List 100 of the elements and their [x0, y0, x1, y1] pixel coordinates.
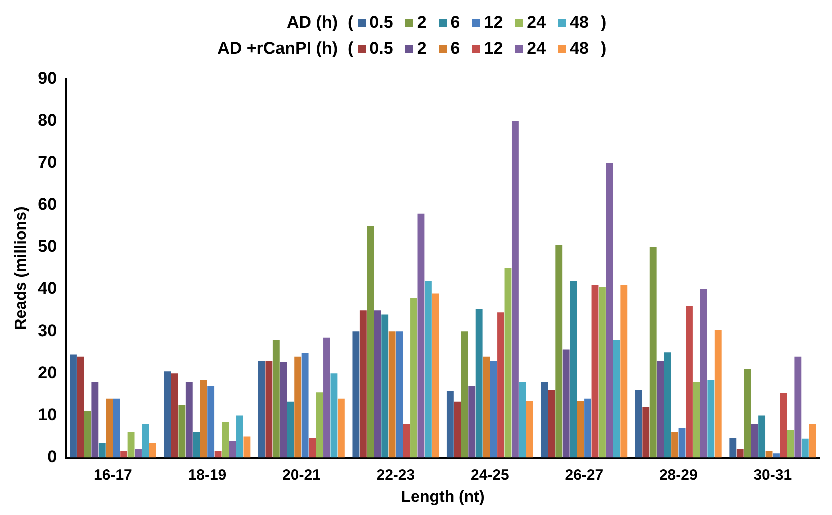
legend-label: 2 — [417, 13, 427, 33]
bar — [330, 374, 338, 458]
bar — [149, 443, 156, 458]
text: ( — [348, 13, 354, 33]
bar — [280, 362, 288, 458]
bar — [672, 432, 678, 458]
bar — [570, 281, 578, 458]
bar — [562, 350, 570, 458]
bar — [294, 356, 302, 458]
bar — [498, 312, 504, 458]
y-tick-label: 10 — [38, 405, 58, 424]
x-axis-title: Length (nt) — [401, 488, 485, 506]
legend-label: 12 — [484, 39, 504, 59]
bar — [664, 352, 672, 458]
bar — [577, 401, 584, 458]
x-tick-label: 30-31 — [754, 466, 792, 484]
bar — [787, 430, 794, 458]
bar — [388, 332, 396, 458]
bar — [708, 380, 715, 458]
bar — [592, 285, 599, 458]
bar — [541, 382, 548, 458]
y-axis-title: Reads (millions) — [13, 206, 30, 330]
bar — [693, 382, 700, 458]
bar — [809, 424, 816, 458]
legend-label: 48 — [570, 39, 590, 59]
bar — [382, 314, 389, 458]
legend-label: 6 — [450, 39, 460, 59]
legend-label: 24 — [527, 39, 546, 59]
bar — [236, 416, 244, 458]
bar — [635, 390, 642, 458]
bar — [128, 432, 135, 458]
bar — [446, 391, 454, 458]
bar — [657, 361, 664, 458]
bar — [374, 310, 382, 458]
legend-label: 0.5 — [370, 13, 394, 33]
bar — [512, 121, 519, 458]
x-tick-label: 20-21 — [282, 466, 321, 484]
bar — [744, 369, 752, 458]
bar — [338, 398, 345, 458]
bar — [418, 214, 425, 458]
x-tick-label: 16-17 — [94, 466, 132, 484]
text: ) — [601, 13, 607, 33]
bar — [178, 405, 186, 458]
bar — [208, 386, 215, 458]
bar — [476, 309, 483, 458]
text: AD +rCanPI (h) — [216, 39, 338, 59]
y-tick-label: 50 — [38, 237, 58, 256]
bar — [526, 401, 534, 458]
bar — [135, 449, 142, 458]
bar — [556, 245, 563, 458]
bar — [84, 412, 92, 458]
bar — [367, 226, 374, 458]
bar — [171, 374, 178, 458]
bar — [584, 398, 592, 458]
bar — [599, 287, 606, 458]
bar — [714, 330, 722, 458]
y-tick-label: 80 — [38, 110, 58, 130]
text: AD (h) — [286, 13, 338, 33]
bar — [98, 443, 106, 458]
bar — [396, 332, 404, 458]
bar — [483, 356, 490, 458]
y-tick-label: 40 — [38, 279, 58, 298]
x-tick-label: 26-27 — [565, 466, 604, 484]
bar — [309, 438, 316, 458]
bar — [730, 438, 737, 458]
bar — [454, 402, 462, 458]
bar — [780, 393, 788, 458]
bar — [700, 290, 708, 458]
legend-label: 12 — [484, 13, 504, 33]
bar — [504, 268, 512, 458]
x-tick-label: 24-25 — [470, 466, 510, 484]
bar — [77, 356, 84, 458]
bar — [424, 281, 432, 458]
bar — [266, 361, 273, 458]
bar — [316, 392, 324, 458]
text: ( — [348, 39, 354, 59]
bar — [613, 340, 620, 458]
bar — [258, 361, 266, 458]
bar — [222, 422, 229, 458]
bar — [302, 353, 309, 458]
y-tick-label: 20 — [38, 363, 58, 382]
x-tick-label: 18-19 — [188, 466, 227, 484]
bar — [758, 416, 766, 458]
bar — [106, 398, 114, 458]
bar — [650, 247, 657, 458]
bar — [751, 424, 758, 458]
bar — [548, 390, 556, 458]
bar — [794, 356, 802, 458]
bar — [287, 402, 294, 458]
bar — [736, 449, 744, 458]
bar — [142, 424, 150, 458]
y-tick-label: 70 — [38, 153, 58, 172]
bar — [678, 428, 686, 458]
bar — [432, 294, 440, 458]
legend-label: 0.5 — [370, 39, 394, 59]
legend-label: 48 — [570, 13, 590, 33]
bar — [490, 361, 498, 458]
bar — [461, 332, 468, 458]
bar — [324, 338, 330, 458]
x-tick-label: 22-23 — [376, 466, 416, 484]
